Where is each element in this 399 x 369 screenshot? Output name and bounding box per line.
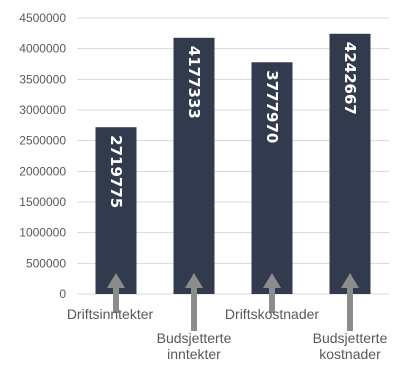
bars [95, 33, 371, 295]
arrow-head [185, 273, 203, 288]
y-tick-label: 2000000 [19, 164, 66, 178]
arrow-shaft [269, 287, 275, 313]
y-tick-label: 1000000 [19, 226, 66, 240]
category-arrows [107, 273, 359, 331]
bar [173, 37, 215, 294]
arrow-head [341, 273, 359, 288]
category-label: Budsjetterte [313, 330, 388, 346]
category-label: inntekter [167, 346, 221, 362]
arrow-head [107, 273, 125, 288]
data-label: 4242667 [341, 42, 359, 115]
category-label: Budsjetterte [157, 330, 232, 346]
arrow-shaft [191, 287, 197, 331]
y-tick-label: 2500000 [19, 134, 66, 148]
y-tick-label: 500000 [26, 256, 66, 270]
y-tick-label: 1500000 [19, 195, 66, 209]
data-labels: 2719775 4177333 3777970 4242667 [107, 42, 359, 208]
y-tick-label: 3000000 [19, 103, 66, 117]
bar [251, 62, 293, 294]
y-axis-ticks: 0 500000 1000000 1500000 2000000 2500000 30000… [19, 11, 66, 301]
category-labels: DriftsinntekterBudsjetterteinntekterDrif… [67, 306, 388, 362]
data-label: 2719775 [107, 135, 125, 208]
category-label: Driftsinntekter [67, 306, 154, 322]
y-tick-label: 4500000 [19, 11, 66, 25]
arrow-shaft [113, 287, 119, 313]
bar [329, 33, 371, 295]
data-label: 4177333 [185, 46, 203, 119]
y-tick-label: 3500000 [19, 72, 66, 86]
y-tick-label: 0 [59, 287, 66, 301]
arrow-shaft [347, 287, 353, 331]
bar [95, 127, 137, 294]
category-label: kostnader [319, 346, 381, 362]
y-tick-label: 4000000 [19, 42, 66, 56]
arrow-head [263, 273, 281, 288]
category-label: Driftskostnader [225, 306, 319, 322]
data-label: 3777970 [263, 70, 281, 143]
